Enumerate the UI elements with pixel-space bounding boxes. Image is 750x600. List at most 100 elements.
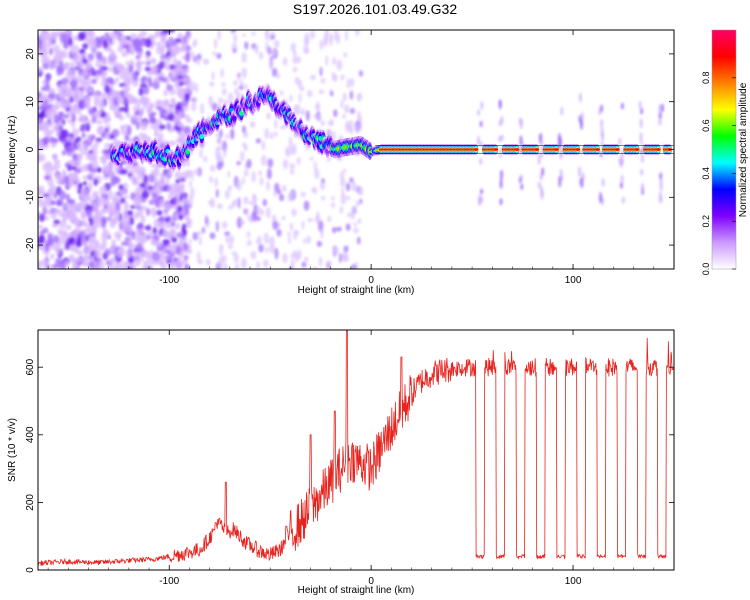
spectrogram-noise-blob bbox=[77, 182, 83, 190]
spectrogram-noise-blob bbox=[133, 198, 138, 208]
spectrogram-noise-blob bbox=[289, 168, 295, 175]
spectrogram-noise-blob bbox=[77, 61, 85, 69]
spectrogram-noise-blob bbox=[300, 108, 306, 116]
spectrogram-noise-blob bbox=[345, 223, 351, 231]
spectrogram-noise-blob bbox=[135, 243, 143, 252]
spectrogram-noise-blob bbox=[218, 244, 224, 256]
spectrogram-noise-blob bbox=[138, 87, 144, 97]
spectrogram-noise-blob bbox=[144, 67, 151, 72]
spectrogram-noise-blob bbox=[55, 246, 61, 255]
spectrogram-noise-blob bbox=[211, 71, 215, 81]
spectrogram-noise-blob bbox=[303, 238, 307, 244]
spectrogram-noise-blob bbox=[125, 60, 130, 67]
spectrogram-noise-blob bbox=[292, 66, 298, 73]
spectrogram-noise-blob bbox=[86, 133, 92, 143]
spectrogram-noise-blob bbox=[237, 196, 241, 209]
spectrogram-noise-blob bbox=[106, 95, 112, 101]
spectrogram-noise-blob bbox=[250, 250, 257, 260]
spectrogram-noise-blob bbox=[243, 196, 249, 205]
spectrogram-noise-blob bbox=[104, 84, 110, 94]
spectrogram-noise-blob bbox=[255, 138, 261, 144]
spectrogram-gap-blob bbox=[640, 107, 644, 115]
spectrogram-noise-blob bbox=[40, 259, 48, 265]
spectrogram-noise-blob bbox=[108, 170, 115, 177]
spectrogram-gap-blob bbox=[599, 150, 603, 158]
spectrogram-noise-blob bbox=[326, 156, 331, 162]
spectrogram-noise-blob bbox=[57, 120, 63, 125]
spectrogram-noise-blob bbox=[146, 106, 152, 115]
spectrogram-noise-blob bbox=[38, 42, 43, 49]
spectrogram-noise-blob bbox=[357, 110, 362, 123]
spectrogram-noise-blob bbox=[90, 144, 98, 152]
spectrogram-noise-blob bbox=[228, 235, 235, 244]
spectrogram-noise-blob bbox=[340, 178, 346, 187]
spectrogram-noise-blob bbox=[55, 124, 60, 133]
spectrogram-noise-blob bbox=[184, 263, 190, 269]
spectrogram-noise-blob bbox=[94, 39, 103, 49]
spectrogram-noise-blob bbox=[282, 158, 289, 169]
spectrogram-noise-blob bbox=[303, 256, 309, 263]
spectrogram-noise-blob bbox=[289, 94, 293, 103]
snr-ytick-label: 400 bbox=[25, 426, 36, 443]
spectrogram-noise-blob bbox=[342, 168, 347, 173]
spectrogram-noise-blob bbox=[44, 161, 53, 171]
spectrogram-noise-blob bbox=[57, 84, 63, 94]
spectrogram-noise-blob bbox=[243, 144, 248, 152]
spectrogram-noise-blob bbox=[216, 146, 222, 151]
spectrogram-noise-blob bbox=[239, 150, 245, 162]
spectrogram-noise-blob bbox=[259, 176, 264, 186]
spectrogram-gap-blob bbox=[537, 181, 541, 189]
spectrogram-noise-blob bbox=[38, 106, 43, 111]
spectrogram-noise-blob bbox=[145, 60, 151, 65]
spectrogram-noise-blob bbox=[240, 220, 246, 225]
spectrogram-noise-blob bbox=[238, 85, 244, 90]
spectrogram-ridge-cell bbox=[634, 148, 640, 151]
spectrogram-noise-blob bbox=[194, 82, 199, 93]
spectrogram-noise-blob bbox=[290, 253, 296, 259]
spectrogram-gap-blob bbox=[579, 148, 583, 156]
spectrogram-noise-blob bbox=[298, 92, 302, 103]
spectrogram-noise-blob bbox=[255, 238, 262, 245]
spectrogram-noise-blob bbox=[190, 170, 194, 182]
spectrogram-noise-blob bbox=[256, 261, 260, 269]
spectrogram-noise-blob bbox=[185, 30, 190, 38]
spectrogram-noise-blob bbox=[241, 52, 247, 64]
colorbar-label: Normalized spectral amplitude bbox=[738, 82, 749, 217]
spectrogram-noise-blob bbox=[66, 232, 74, 238]
spectrogram-ridge-cell bbox=[554, 148, 559, 151]
spectrogram-noise-blob bbox=[318, 89, 325, 95]
spectrogram-noise-blob bbox=[73, 171, 79, 179]
spectrogram-noise-blob bbox=[345, 120, 351, 131]
spectrogram-noise-blob bbox=[222, 263, 229, 269]
spectrogram-noise-blob bbox=[152, 227, 157, 235]
spectrogram-noise-blob bbox=[91, 115, 97, 124]
spectrogram-noise-blob bbox=[340, 99, 344, 109]
spectrogram-noise-blob bbox=[118, 106, 126, 112]
spectrogram-noise-blob bbox=[52, 61, 58, 69]
spectrogram-noise-blob bbox=[133, 115, 138, 120]
spectrogram-noise-blob bbox=[258, 51, 264, 60]
spectrogram-noise-blob bbox=[94, 249, 102, 259]
spectrogram-noise-blob bbox=[111, 128, 120, 138]
spectrogram-noise-blob bbox=[75, 249, 80, 255]
spectrogram-noise-blob bbox=[134, 187, 141, 197]
spectrogram-noise-blob bbox=[211, 102, 218, 112]
spectrogram-noise-blob bbox=[38, 195, 43, 203]
spectrogram-noise-blob bbox=[71, 166, 77, 171]
spectrogram-noise-blob bbox=[55, 198, 64, 207]
spectrogram-noise-blob bbox=[232, 48, 237, 53]
spectrogram-noise-blob bbox=[57, 228, 63, 236]
spectrogram-noise-blob bbox=[184, 92, 190, 103]
spectrogram-noise-blob bbox=[166, 84, 173, 91]
spectrogram-noise-blob bbox=[269, 236, 275, 247]
spectrogram-noise-blob bbox=[304, 38, 310, 46]
spectrogram-noise-blob bbox=[75, 136, 82, 143]
spectrogram-noise-blob bbox=[93, 215, 99, 225]
spectrogram-noise-blob bbox=[121, 215, 130, 224]
spectrogram-noise-blob bbox=[119, 197, 126, 204]
spectrogram-noise-blob bbox=[275, 73, 281, 79]
colorbar-tick-label: 0.2 bbox=[701, 215, 711, 228]
spectrogram-noise-blob bbox=[78, 127, 86, 132]
spectrogram-noise-blob bbox=[62, 102, 67, 110]
spectrogram-gap-blob bbox=[519, 135, 523, 146]
